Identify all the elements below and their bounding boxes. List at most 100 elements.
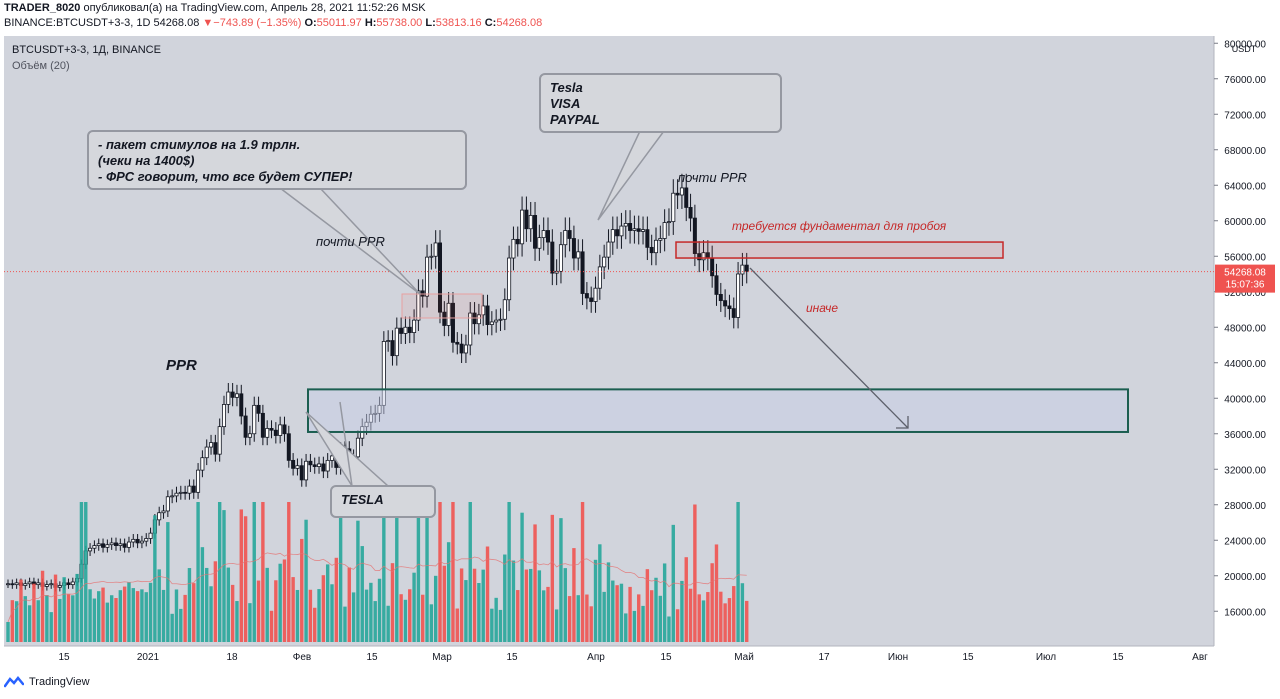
volume-bar — [580, 502, 585, 642]
volume-bar — [412, 572, 416, 642]
volume-bar — [192, 583, 196, 642]
volume-bar — [541, 590, 546, 642]
candle — [688, 207, 693, 219]
footer-brand: TradingView — [29, 676, 90, 688]
volume-bar — [144, 592, 148, 642]
volume-bar — [10, 600, 15, 642]
candle — [101, 543, 106, 548]
volume-bar — [425, 502, 429, 642]
volume-bar — [468, 502, 472, 642]
stimulus-callout-text: - пакет стимулов на 1.9 трлн. — [98, 137, 300, 152]
candle — [399, 327, 404, 334]
x-tick-label: Апр — [587, 652, 605, 663]
volume-bar — [114, 598, 118, 642]
volume-bar — [118, 590, 123, 642]
candle — [187, 485, 192, 494]
candle — [122, 543, 127, 548]
y-tick-label: 48000.00 — [1224, 323, 1266, 334]
y-tick-label: 32000.00 — [1224, 465, 1266, 476]
y-tick-label: 20000.00 — [1224, 572, 1266, 583]
currency-label: USDT — [1232, 44, 1257, 54]
volume-bar — [563, 568, 567, 642]
candle — [546, 230, 551, 243]
volume-bar — [615, 585, 619, 642]
published-text: опубликовал(а) на TradingView.com, Апрел… — [80, 2, 426, 14]
volume-bar — [572, 548, 576, 642]
low-label: L: — [425, 17, 436, 29]
x-tick-label: Июн — [888, 652, 908, 663]
ohlc-header: BINANCE:BTCUSDT+3-3, 1D 54268.08 ▼−743.8… — [4, 17, 542, 29]
volume-bar — [611, 580, 615, 642]
volume-bar — [135, 591, 140, 642]
volume-bar — [481, 569, 485, 642]
volume-legend[interactable]: Объём (20) — [12, 60, 70, 72]
low-value: 53813.16 — [435, 17, 482, 29]
candle — [727, 305, 732, 310]
candle — [88, 547, 93, 552]
volume-bar — [490, 608, 494, 642]
candle — [243, 415, 248, 438]
volume-bar — [261, 502, 265, 642]
candle — [450, 302, 455, 343]
x-tick-label: Фев — [293, 652, 311, 663]
volume-bar — [675, 609, 680, 642]
y-tick-label: 60000.00 — [1224, 217, 1266, 228]
volume-bar — [330, 584, 334, 642]
volume-bar — [632, 610, 637, 642]
candle — [139, 540, 144, 544]
open-value: 55011.97 — [316, 17, 362, 29]
volume-bar — [278, 563, 282, 642]
volume-bar — [14, 601, 19, 642]
candle — [576, 251, 581, 259]
volume-bar — [390, 563, 395, 642]
volume-bar — [157, 569, 161, 642]
candle — [701, 252, 706, 261]
tradingview-logo[interactable]: TradingView — [4, 676, 90, 688]
y-tick-label: 56000.00 — [1224, 252, 1266, 263]
volume-bar — [429, 604, 434, 642]
volume-bar — [71, 595, 75, 642]
x-tick-label: 2021 — [137, 652, 160, 663]
candle — [200, 457, 205, 471]
high-value: 55738.00 — [376, 17, 423, 29]
candle — [213, 442, 218, 455]
candle — [273, 429, 278, 436]
tesla-callout — [330, 485, 436, 518]
x-tick-label: 15 — [962, 652, 974, 663]
candle — [666, 221, 671, 224]
candle — [247, 433, 252, 438]
volume-bar — [187, 568, 192, 642]
symbol-legend[interactable]: BTCUSDT+3-3, 1Д, BINANCE — [12, 44, 161, 56]
forecast-arrow-head — [896, 416, 909, 429]
volume-bar — [321, 575, 326, 642]
volume-bar — [36, 600, 40, 642]
stimulus-callout-text: - ФРС говорит, что все будет СУПЕР! — [98, 169, 353, 184]
candle — [234, 393, 239, 398]
candle — [425, 256, 430, 297]
tesla-callout-pointer — [339, 401, 353, 487]
y-tick-label: 72000.00 — [1224, 110, 1266, 121]
volume-bar — [598, 544, 602, 642]
candle — [697, 253, 702, 261]
candle — [286, 433, 291, 461]
volume-bar — [516, 590, 520, 642]
candle — [109, 542, 114, 546]
y-tick-label: 28000.00 — [1224, 501, 1266, 512]
candle — [390, 340, 395, 357]
candle — [463, 344, 468, 354]
volume-bar — [550, 514, 555, 642]
author-name[interactable]: TRADER_8020 — [4, 2, 81, 14]
candle — [744, 264, 749, 272]
candle — [282, 424, 287, 435]
volume-bar — [498, 609, 503, 642]
candle — [550, 241, 555, 274]
x-tick-label: Мар — [432, 652, 452, 663]
volume-bar — [589, 606, 593, 642]
candle — [736, 273, 741, 318]
x-tick-label: 15 — [366, 652, 378, 663]
volume-bar — [161, 589, 166, 642]
x-tick-label: 15 — [660, 652, 672, 663]
volume-bar — [438, 502, 442, 642]
tesla-visa-callout — [539, 73, 782, 133]
